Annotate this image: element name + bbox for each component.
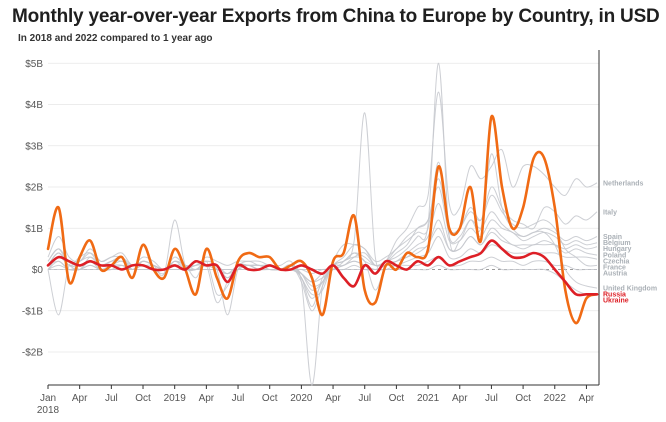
- series-line-russia[interactable]: [46, 239, 599, 297]
- highlighted-series-group: [46, 114, 599, 325]
- y-tick-label: -$2B: [22, 348, 43, 359]
- end-label-russia: Russia: [603, 292, 626, 299]
- x-tick-label: Jul: [105, 393, 118, 404]
- x-tick-label: 2020: [290, 393, 313, 404]
- x-tick-label: Jul: [358, 393, 371, 404]
- series-line-united-kingdom[interactable]: [47, 161, 598, 299]
- x-tick-label: Apr: [199, 393, 215, 404]
- x-tick-label: Apr: [325, 393, 341, 404]
- x-tick-label: Apr: [72, 393, 88, 404]
- series-line-france[interactable]: [47, 178, 598, 312]
- plot-background: [48, 50, 600, 384]
- series-line-germany-highlighted[interactable]: [46, 114, 599, 325]
- x-tick-label: Apr: [579, 393, 595, 404]
- end-label-united-kingdom: United Kingdom: [603, 286, 657, 293]
- x-tick-label: Oct: [135, 393, 151, 404]
- chart-title: Monthly year-over-year Exports from Chin…: [12, 6, 660, 27]
- end-labels: Netherlands Italy SpainBelgiumHungaryPolan…: [603, 180, 657, 304]
- x-tick-label: Apr: [452, 393, 468, 404]
- x-tick-label: Jul: [232, 393, 245, 404]
- x-tick-label: Jan: [40, 393, 56, 404]
- y-tick-label: $4B: [25, 100, 43, 111]
- x-tick-label: 2022: [544, 393, 567, 404]
- end-label-czechia: Czechia: [603, 259, 630, 266]
- x-tick-label: 2021: [417, 393, 440, 404]
- chart-subtitle: In 2018 and 2022 compared to 1 year ago: [18, 33, 213, 44]
- end-label-netherlands: Netherlands: [603, 180, 644, 187]
- end-label-austria: Austria: [603, 271, 627, 278]
- x-tick-label: Jul: [485, 393, 498, 404]
- end-label-spain: Spain: [603, 234, 622, 241]
- y-tick-label: $5B: [25, 59, 43, 70]
- end-label-france: France: [603, 265, 626, 272]
- x-tick-sublabel: 2018: [37, 405, 60, 416]
- y-axis: $5B $4B $3B $2B $1B $0 -$1B -$2B: [22, 59, 44, 359]
- end-label-belgium: Belgium: [603, 240, 631, 247]
- y-tick-label: -$1B: [22, 306, 43, 317]
- series-line-ukraine[interactable]: [47, 264, 598, 296]
- y-tick-label: $0: [32, 265, 44, 276]
- y-tick-label: $2B: [25, 183, 43, 194]
- series-line-netherlands[interactable]: [47, 91, 598, 296]
- end-label-hungary: Hungary: [603, 246, 632, 253]
- end-label-poland: Poland: [603, 253, 626, 260]
- x-tick-label: 2019: [164, 393, 187, 404]
- y-tick-label: $1B: [25, 224, 43, 235]
- y-tick-label: $3B: [25, 141, 43, 152]
- end-label-ukraine: Ukraine: [603, 298, 629, 305]
- x-tick-label: Oct: [262, 393, 278, 404]
- end-label-italy: Italy: [603, 209, 617, 216]
- x-tick-label: Oct: [389, 393, 405, 404]
- x-tick-label: Oct: [515, 393, 531, 404]
- title-row: Monthly year-over-year Exports from Chin…: [12, 6, 666, 28]
